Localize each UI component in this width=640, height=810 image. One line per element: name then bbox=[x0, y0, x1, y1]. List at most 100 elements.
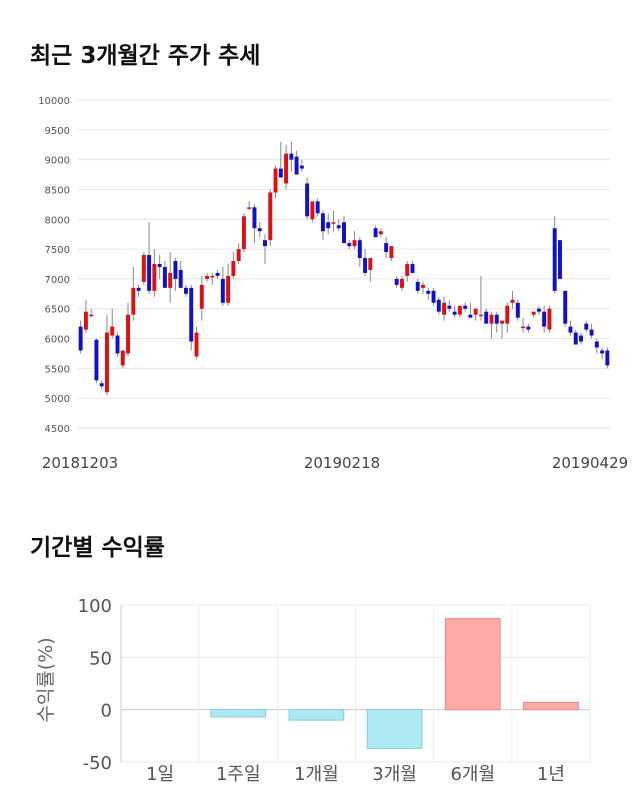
candle bbox=[247, 201, 252, 211]
candle bbox=[579, 332, 584, 345]
candle bbox=[431, 287, 436, 306]
y-tick-label: 6500 bbox=[45, 305, 70, 316]
candle bbox=[168, 252, 173, 303]
candle bbox=[584, 320, 589, 333]
candle-body bbox=[468, 314, 473, 318]
candle-body bbox=[463, 305, 468, 309]
candle-body bbox=[373, 228, 378, 238]
candle-body bbox=[557, 240, 562, 279]
candle-body bbox=[310, 201, 315, 220]
candle bbox=[189, 284, 194, 351]
candle-body bbox=[231, 261, 236, 276]
candle-body bbox=[563, 290, 568, 324]
candle bbox=[162, 261, 167, 288]
candle bbox=[489, 311, 494, 339]
candle-body bbox=[410, 264, 415, 273]
candle bbox=[557, 240, 562, 279]
candle-body bbox=[510, 299, 515, 303]
candle bbox=[115, 332, 120, 357]
candle-body bbox=[278, 168, 283, 178]
candle bbox=[231, 252, 236, 279]
candle-body bbox=[568, 326, 573, 333]
candle-body bbox=[594, 341, 599, 348]
candle bbox=[394, 275, 399, 288]
candle-body bbox=[584, 323, 589, 330]
candle-body bbox=[252, 207, 257, 229]
candle bbox=[199, 275, 204, 321]
candle bbox=[147, 222, 152, 294]
y-tick-label: 10000 bbox=[38, 96, 70, 107]
candle-body bbox=[457, 305, 462, 315]
candle bbox=[184, 284, 188, 297]
candle-body bbox=[168, 272, 173, 288]
candle bbox=[226, 264, 231, 306]
candle-body bbox=[368, 258, 373, 270]
y-tick-label: 8500 bbox=[45, 185, 70, 196]
candle-body bbox=[99, 383, 104, 387]
candle bbox=[104, 314, 109, 396]
candle bbox=[326, 213, 331, 235]
candle bbox=[605, 347, 610, 369]
candle-body bbox=[394, 278, 399, 285]
candle bbox=[457, 305, 462, 318]
candle bbox=[352, 231, 357, 250]
x-tick-label: 3개월 bbox=[372, 764, 417, 785]
candle bbox=[120, 350, 125, 369]
candle-body bbox=[605, 350, 610, 366]
candle-body bbox=[157, 264, 162, 267]
candle-body bbox=[536, 308, 541, 312]
candle-body bbox=[552, 228, 557, 291]
candle-body bbox=[110, 326, 115, 336]
candle bbox=[405, 261, 410, 282]
candle bbox=[357, 237, 362, 267]
candle-body bbox=[257, 228, 262, 232]
candle bbox=[426, 287, 431, 300]
candle bbox=[415, 278, 420, 294]
candle bbox=[305, 177, 310, 220]
candle-body bbox=[199, 284, 204, 309]
candle bbox=[173, 258, 178, 291]
candle-body bbox=[452, 311, 457, 315]
candle bbox=[473, 308, 478, 321]
candle bbox=[278, 141, 283, 178]
candle-body bbox=[120, 350, 125, 366]
candle bbox=[531, 311, 536, 318]
candle-body bbox=[115, 335, 120, 354]
candle-body bbox=[194, 332, 199, 357]
candle bbox=[205, 272, 210, 282]
candle bbox=[131, 266, 136, 321]
candle-body bbox=[263, 240, 267, 247]
candle-body bbox=[484, 311, 489, 324]
candle-body bbox=[336, 225, 341, 229]
x-tick-label: 20181203 bbox=[42, 454, 118, 472]
candle-body bbox=[500, 320, 504, 324]
candle bbox=[378, 228, 383, 238]
candle-body bbox=[210, 275, 215, 278]
candle bbox=[589, 323, 594, 339]
y-tick-label: 0 bbox=[101, 701, 112, 722]
x-tick-label: 6개월 bbox=[450, 764, 495, 785]
candle bbox=[178, 261, 183, 288]
candle bbox=[347, 240, 352, 250]
candle-body bbox=[389, 246, 394, 259]
candle-body bbox=[521, 326, 526, 329]
candle-body bbox=[347, 243, 352, 247]
x-tick-label: 1년 bbox=[537, 764, 565, 785]
candle bbox=[410, 261, 415, 273]
candle-body bbox=[178, 269, 183, 288]
candle bbox=[141, 252, 146, 285]
candle-body bbox=[236, 249, 241, 262]
candle bbox=[331, 210, 336, 232]
candle-body bbox=[489, 314, 494, 324]
candle-body bbox=[573, 332, 578, 345]
candle-body bbox=[442, 302, 447, 315]
candle-body bbox=[126, 314, 131, 354]
candle bbox=[157, 255, 162, 279]
candle-body bbox=[494, 314, 499, 324]
candle bbox=[573, 329, 578, 345]
y-tick-label: -50 bbox=[83, 753, 112, 774]
candle-body bbox=[473, 308, 478, 315]
candle bbox=[320, 210, 325, 241]
candle-body bbox=[352, 240, 357, 247]
candle bbox=[594, 338, 599, 354]
